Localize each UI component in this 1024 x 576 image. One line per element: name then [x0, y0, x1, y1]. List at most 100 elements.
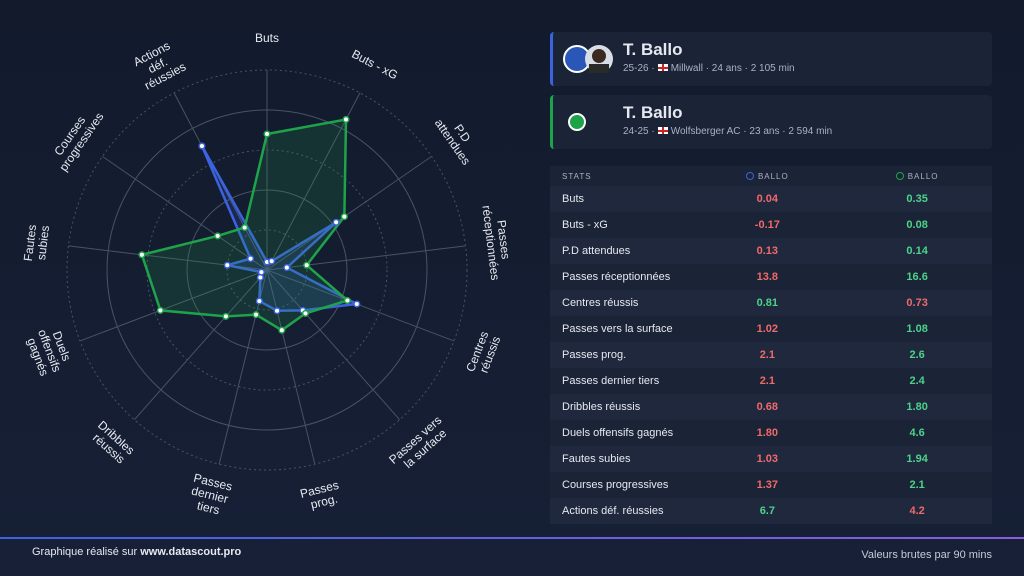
axis-label: Centres réussis [463, 326, 504, 378]
table-row: Passes prog. 2.1 2.6 [550, 342, 992, 368]
spoke [134, 269, 268, 421]
stat-cell: P.D attendues [562, 245, 631, 257]
value-cell: 1.08 [906, 323, 928, 335]
point [301, 309, 310, 317]
spoke [266, 269, 316, 465]
value-cell: 4.2 [909, 505, 925, 517]
value-cell: 0.35 [906, 193, 928, 205]
value-cell: 0.14 [906, 245, 928, 257]
value-cell: 2.1 [909, 479, 925, 491]
value-cell: 4.6 [909, 427, 925, 439]
value-cell: 1.03 [756, 453, 779, 465]
spoke [79, 269, 268, 342]
stat-cell: Buts - xG [562, 219, 608, 231]
table-row: Courses progressives 1.37 2.1 [550, 472, 992, 498]
player-card: T. Ballo 25-26 · Millwall · 24 ans · 2 10… [550, 32, 992, 86]
stats-table: STATS BALLO BALLO Buts 0.04 0.35 Buts - xG -0.… [550, 166, 992, 524]
axis-label: Passes prog. [299, 477, 347, 513]
meta: Wolfsberger AC · 23 ans · 2 594 min [670, 126, 833, 137]
ring [226, 229, 308, 311]
value-cell: 1.37 [756, 479, 779, 491]
point [332, 218, 340, 226]
radar-chart: Buts Buts - xG P.D attendues Passes récepti… [21, 31, 515, 520]
axis-label: Passes vers la surface [386, 411, 455, 477]
point [246, 255, 255, 263]
header: BALLO [907, 171, 939, 181]
axis-label: Passes dernier tiers [186, 471, 237, 520]
point [343, 296, 351, 305]
player-icons [568, 113, 586, 131]
player-icons [563, 45, 613, 73]
axis-label: Fautes subies [21, 221, 53, 264]
point [257, 268, 265, 276]
value-cell: 2.1 [759, 349, 775, 361]
table-row: Buts - xG -0.17 0.08 [550, 212, 992, 238]
axis-label: Passes réceptionnées [479, 203, 515, 281]
point [268, 257, 276, 265]
point [273, 307, 281, 315]
table-row: Passes dernier tiers 2.1 2.4 [550, 368, 992, 394]
value-cell: 1.94 [906, 453, 928, 465]
point [223, 261, 231, 269]
point [138, 251, 146, 259]
stat-cell: Centres réussis [562, 297, 639, 309]
spoke [266, 245, 466, 271]
table-row: Buts 0.04 0.35 [550, 186, 992, 212]
footer-note: Valeurs brutes par 90 mins [861, 549, 992, 561]
point [214, 232, 222, 240]
stat-cell: Passes prog. [562, 349, 627, 361]
value-cell: 6.7 [759, 505, 775, 517]
stat-cell: Duels offensifs gagnés [562, 427, 674, 439]
value-cell: 1.80 [906, 401, 928, 413]
table-row: Dribbles réussis 0.68 1.80 [550, 394, 992, 420]
axis-label: Duels offensifs gagnés [23, 323, 77, 382]
value-cell: 0.04 [756, 193, 779, 205]
stat-cell: Passes réceptionnées [562, 271, 671, 283]
point [255, 297, 263, 305]
stat-cell: Dribbles réussis [562, 401, 641, 413]
value-cell: 13.8 [756, 271, 779, 283]
axis-label: Buts [255, 31, 279, 45]
table-row: Fautes subies 1.03 1.94 [550, 446, 992, 472]
value-cell: 0.73 [906, 297, 928, 309]
value-cell: 1.02 [756, 323, 779, 335]
spoke [266, 269, 400, 421]
meta: 24-25 · [623, 126, 655, 137]
point [222, 312, 230, 320]
value-cell: 2.6 [909, 349, 925, 361]
point [340, 213, 348, 221]
player-name: T. Ballo [623, 40, 683, 59]
stat-cell: Actions déf. réussies [562, 505, 664, 517]
value-cell: 2.1 [759, 375, 775, 387]
point [278, 326, 286, 334]
point [252, 311, 260, 319]
meta: 25-26 · [623, 63, 655, 74]
divider [0, 537, 1024, 539]
value-cell: 1.80 [756, 427, 779, 439]
point [342, 115, 350, 124]
point [241, 223, 249, 232]
header: BALLO [757, 171, 789, 181]
footer-text: Graphique réalisé sur [32, 546, 141, 558]
spoke [102, 155, 268, 271]
table-row: P.D attendues 0.13 0.14 [550, 238, 992, 264]
value-cell: 0.81 [756, 297, 779, 309]
point [283, 264, 291, 272]
value-cell: 0.13 [756, 245, 779, 257]
spoke [266, 155, 432, 271]
value-cell: 16.6 [906, 271, 928, 283]
stat-cell: Fautes subies [562, 453, 631, 465]
table-row: Passes réceptionnées 13.8 16.6 [550, 264, 992, 290]
table-row: Duels offensifs gagnés 1.80 4.6 [550, 420, 992, 446]
value-cell: 0.68 [756, 401, 779, 413]
table-row: Centres réussis 0.81 0.73 [550, 290, 992, 316]
stat-cell: Courses progressives [562, 479, 669, 491]
ring [66, 69, 468, 471]
footer: Graphique réalisé sur www.datascout.pro [32, 546, 241, 558]
value-cell: -0.17 [754, 219, 780, 231]
point [263, 130, 271, 138]
player-name: T. Ballo [623, 103, 683, 122]
series-area [200, 145, 361, 313]
stat-cell: Passes vers la surface [562, 323, 673, 335]
value-cell: 0.08 [906, 219, 928, 231]
